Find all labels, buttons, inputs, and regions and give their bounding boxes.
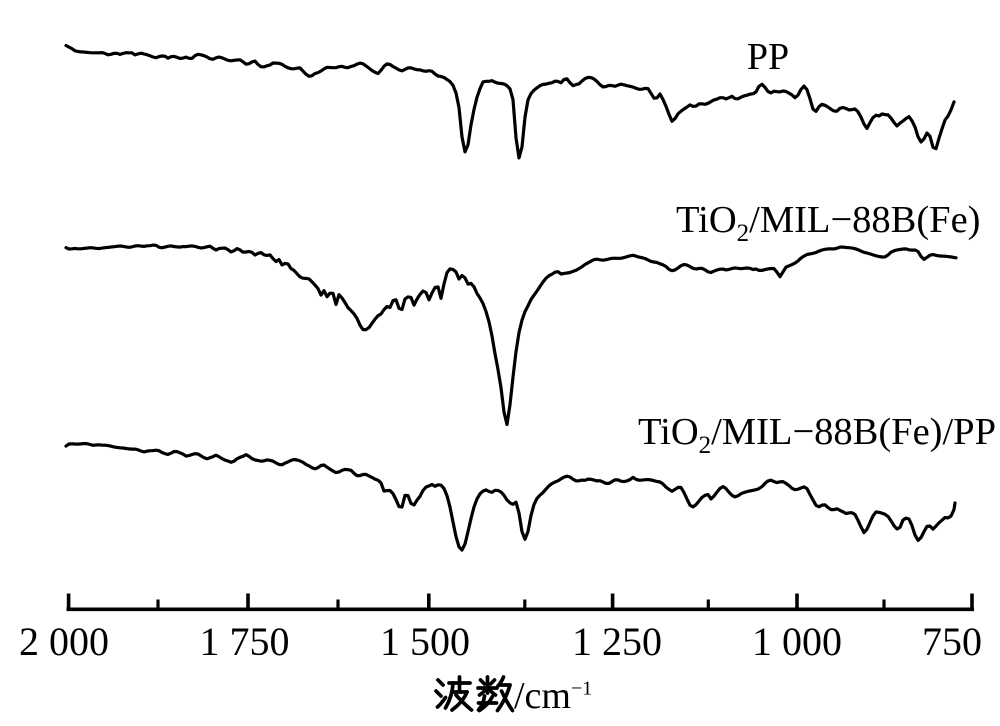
svg-text:1 750: 1 750 [200,619,290,664]
svg-text:1 250: 1 250 [572,619,662,664]
svg-text:1 500: 1 500 [380,619,470,664]
svg-text:PP: PP [747,36,789,78]
svg-text:1 000: 1 000 [752,619,842,664]
svg-text:2 000: 2 000 [19,619,109,664]
svg-text:750: 750 [922,619,982,664]
svg-text:TiO2/MIL−88B(Fe): TiO2/MIL−88B(Fe) [676,199,980,247]
svg-text:TiO2/MIL−88B(Fe)/PP: TiO2/MIL−88B(Fe)/PP [638,411,996,459]
